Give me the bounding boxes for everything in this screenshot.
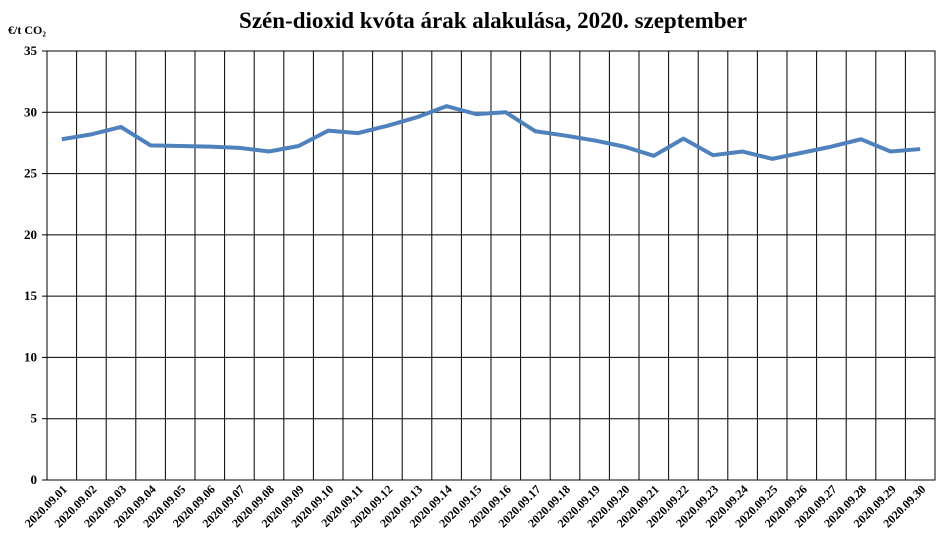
chart-title: Szén-dioxid kvóta árak alakulása, 2020. … [239, 8, 747, 33]
y-tick-label: 30 [24, 104, 37, 119]
y-tick-label: 20 [24, 227, 37, 242]
y-tick-label: 0 [31, 472, 38, 487]
y-axis-label: €/t CO₂ [8, 23, 46, 37]
plot-border [46, 50, 936, 481]
y-tick-label: 15 [24, 288, 38, 303]
y-tick-label: 5 [31, 411, 38, 426]
y-tick-label: 10 [24, 349, 37, 364]
y-tick-label: 25 [24, 166, 38, 181]
line-series [61, 104, 921, 161]
y-tick-label: 35 [24, 43, 38, 58]
